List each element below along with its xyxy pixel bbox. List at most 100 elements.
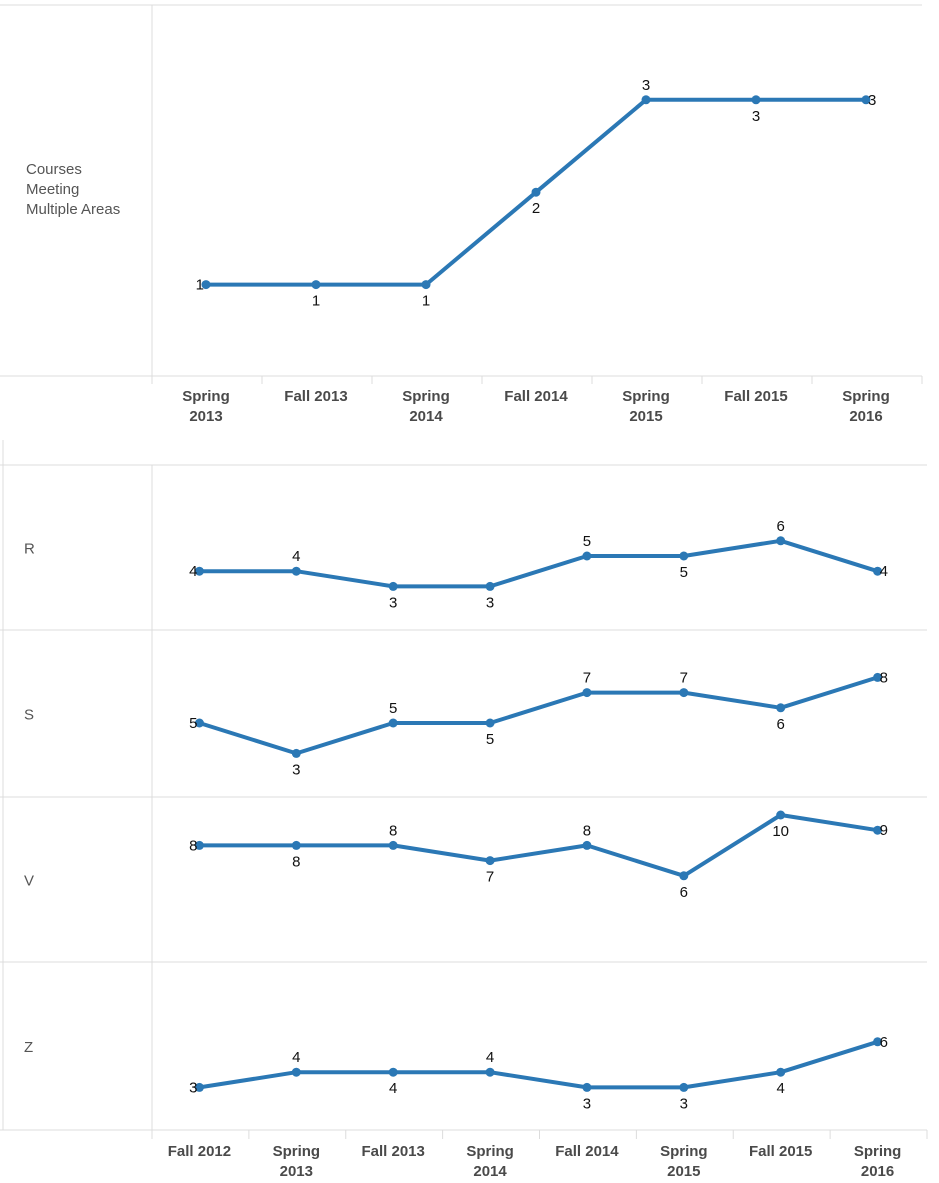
x-tick-label-line: Spring bbox=[660, 1143, 708, 1160]
series-s-point bbox=[485, 718, 495, 728]
series-r-data-label: 4 bbox=[880, 563, 888, 580]
series-z-data-label: 6 bbox=[880, 1034, 888, 1051]
series-v-point bbox=[776, 810, 786, 820]
series-z-point bbox=[291, 1067, 301, 1077]
x-tick-label: Spring 2013 bbox=[273, 1143, 321, 1180]
series-s-point bbox=[194, 718, 204, 728]
series-courses-data-label: 1 bbox=[422, 293, 430, 310]
x-tick-label-line: 2013 bbox=[280, 1163, 313, 1180]
series-s-point bbox=[873, 672, 883, 682]
panel-row-label: V bbox=[24, 873, 34, 890]
x-tick-label: Spring 2015 bbox=[660, 1143, 708, 1180]
series-s-point bbox=[679, 688, 689, 698]
series-courses-point bbox=[641, 95, 651, 105]
series-z-point bbox=[485, 1067, 495, 1077]
x-tick-label: Spring 2014 bbox=[402, 388, 450, 425]
series-courses-data-label: 1 bbox=[312, 293, 320, 310]
series-s-data-label: 6 bbox=[777, 716, 785, 733]
x-tick-label: Spring 2014 bbox=[466, 1143, 514, 1180]
series-v-line bbox=[197, 813, 880, 878]
series-s-point bbox=[291, 748, 301, 758]
series-r-data-label: 3 bbox=[389, 594, 397, 611]
x-tick-label-line: Spring bbox=[854, 1143, 902, 1160]
series-r-data-label: 4 bbox=[189, 563, 197, 580]
series-z-data-label: 3 bbox=[583, 1095, 591, 1112]
series-s-point bbox=[388, 718, 398, 728]
series-z-point bbox=[776, 1067, 786, 1077]
series-r-point bbox=[582, 551, 592, 561]
series-s-data-label: 7 bbox=[680, 670, 688, 687]
series-courses-point bbox=[421, 280, 431, 290]
panel-row-label: R bbox=[24, 541, 35, 558]
x-tick-label: Fall 2015 bbox=[749, 1143, 812, 1160]
series-r-point bbox=[485, 581, 495, 591]
x-tick-label-line: 2014 bbox=[473, 1163, 507, 1180]
series-courses-point bbox=[311, 280, 321, 290]
series-s-data-label: 8 bbox=[880, 669, 888, 686]
series-r-point bbox=[679, 551, 689, 561]
series-r-line bbox=[197, 538, 880, 589]
x-tick-label: Spring 2015 bbox=[622, 388, 670, 425]
x-tick-label-line: Spring bbox=[842, 388, 890, 405]
x-tick-label-line: Spring bbox=[402, 388, 450, 405]
series-r-point bbox=[873, 566, 883, 576]
series-z-data-label: 4 bbox=[389, 1080, 397, 1097]
series-v-data-label: 9 bbox=[880, 822, 888, 839]
series-courses-data-label: 3 bbox=[642, 77, 650, 94]
series-v-data-label: 10 bbox=[772, 823, 789, 840]
x-tick-label: Spring 2013 bbox=[182, 388, 230, 425]
series-v-point bbox=[679, 871, 689, 881]
series-s-data-label: 5 bbox=[389, 700, 397, 717]
series-r-data-label: 5 bbox=[583, 533, 591, 550]
series-courses-data-label: 3 bbox=[752, 108, 760, 125]
series-z-point bbox=[873, 1037, 883, 1047]
series-s-data-label: 7 bbox=[583, 670, 591, 687]
x-tick-label: Spring 2016 bbox=[842, 388, 890, 425]
series-r-point bbox=[776, 536, 786, 546]
series-v-data-label: 6 bbox=[680, 884, 688, 901]
series-z-point bbox=[582, 1082, 592, 1092]
series-v-data-label: 7 bbox=[486, 869, 494, 886]
row-label-line: Meeting bbox=[26, 181, 79, 198]
row-label-line: Multiple Areas bbox=[26, 201, 120, 218]
x-tick-label-line: Spring bbox=[466, 1143, 514, 1160]
x-tick-label: Fall 2015 bbox=[724, 388, 787, 405]
x-tick-label-line: 2013 bbox=[189, 408, 222, 425]
series-r-data-label: 6 bbox=[777, 518, 785, 535]
series-s-data-label: 3 bbox=[292, 761, 300, 778]
series-v-data-label: 8 bbox=[583, 822, 591, 839]
series-v-point bbox=[291, 840, 301, 850]
x-tick-label-line: 2015 bbox=[667, 1163, 700, 1180]
series-s-line bbox=[197, 675, 880, 756]
series-z-line bbox=[197, 1039, 880, 1090]
series-v-data-label: 8 bbox=[389, 822, 397, 839]
x-tick-label-line: 2016 bbox=[849, 408, 882, 425]
series-courses-point bbox=[751, 95, 761, 105]
x-tick-label-line: Spring bbox=[182, 388, 230, 405]
series-z-data-label: 4 bbox=[292, 1049, 300, 1066]
series-z-data-label: 4 bbox=[486, 1049, 494, 1066]
series-z-point bbox=[388, 1067, 398, 1077]
x-tick-label: Fall 2012 bbox=[168, 1143, 231, 1160]
series-z-point bbox=[679, 1082, 689, 1092]
x-tick-label-line: Spring bbox=[622, 388, 670, 405]
series-r-point bbox=[194, 566, 204, 576]
series-courses-data-label: 1 bbox=[196, 277, 204, 294]
series-s-data-label: 5 bbox=[189, 715, 197, 732]
series-courses-data-label: 3 bbox=[868, 92, 876, 109]
series-courses-data-label: 2 bbox=[532, 200, 540, 217]
series-courses-point bbox=[201, 280, 211, 290]
series-v-point bbox=[485, 856, 495, 866]
series-v-point bbox=[582, 840, 592, 850]
series-v-data-label: 8 bbox=[292, 853, 300, 870]
x-tick-label: Spring 2016 bbox=[854, 1143, 902, 1180]
series-s-point bbox=[582, 688, 592, 698]
x-tick-label-line: 2016 bbox=[861, 1163, 894, 1180]
x-tick-label-line: 2015 bbox=[629, 408, 662, 425]
series-z-data-label: 4 bbox=[777, 1080, 785, 1097]
x-tick-label-line: 2014 bbox=[409, 408, 443, 425]
x-tick-label: Fall 2013 bbox=[284, 388, 347, 405]
series-s-point bbox=[776, 703, 786, 713]
series-r-point bbox=[388, 581, 398, 591]
